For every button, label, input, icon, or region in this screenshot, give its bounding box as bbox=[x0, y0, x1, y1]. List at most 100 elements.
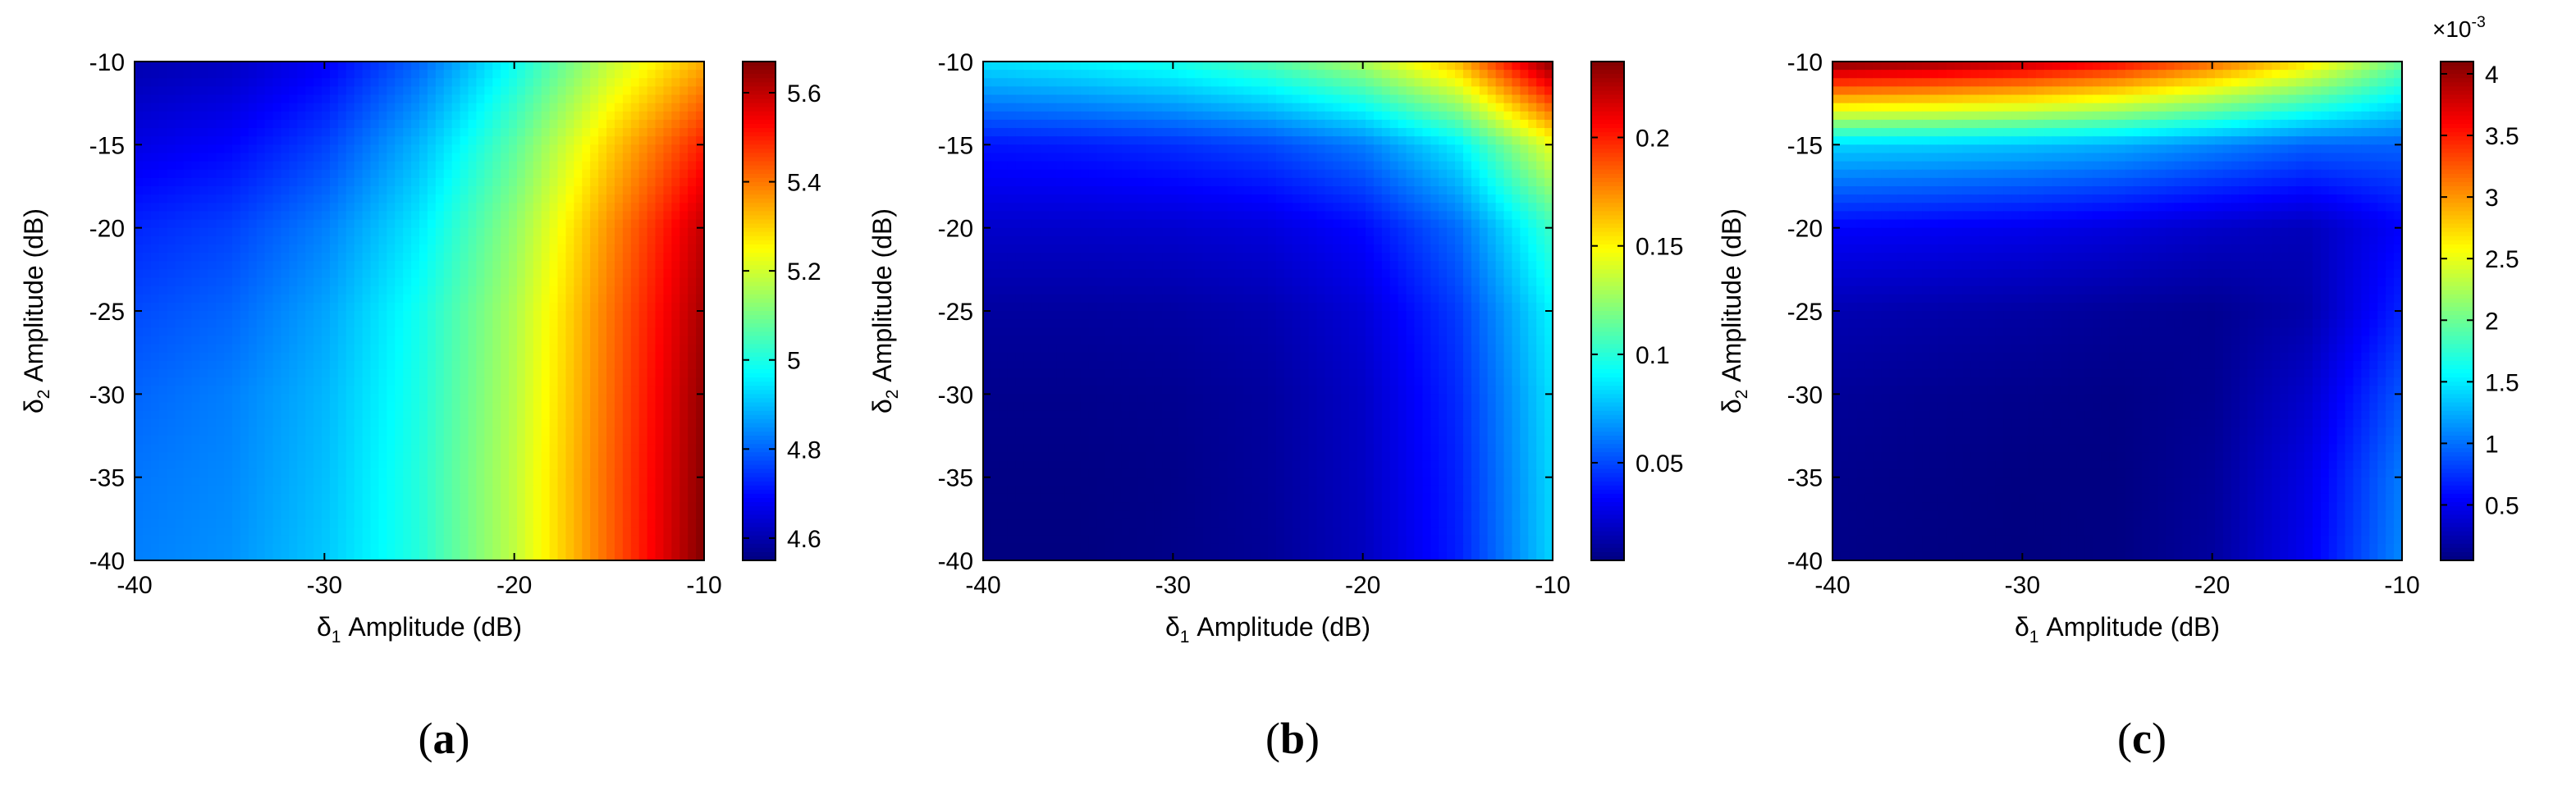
heatmap-cell bbox=[329, 78, 339, 87]
heatmap-cell bbox=[142, 62, 152, 71]
heatmap-cell bbox=[1048, 86, 1057, 96]
heatmap-cell bbox=[167, 128, 176, 137]
heatmap-cell bbox=[630, 410, 640, 420]
heatmap-cell bbox=[248, 177, 258, 187]
heatmap-cell bbox=[663, 186, 672, 195]
heatmap-cell bbox=[264, 286, 274, 295]
heatmap-cell bbox=[175, 444, 185, 453]
heatmap-cell bbox=[1056, 111, 1065, 121]
heatmap-cell bbox=[240, 194, 249, 203]
heatmap-cell bbox=[549, 336, 559, 345]
heatmap-cell bbox=[533, 402, 542, 412]
heatmap-cell bbox=[509, 510, 518, 519]
heatmap-cell bbox=[1235, 62, 1244, 71]
heatmap-cell bbox=[1528, 119, 1537, 129]
heatmap-cell bbox=[598, 493, 607, 503]
heatmap-cell bbox=[679, 460, 689, 470]
heatmap-cell bbox=[199, 360, 208, 370]
heatmap-cell bbox=[435, 327, 445, 336]
heatmap-cell bbox=[281, 277, 290, 287]
heatmap-cell bbox=[345, 78, 355, 87]
heatmap-cell bbox=[150, 543, 160, 553]
heatmap-cell bbox=[411, 144, 420, 154]
heatmap-cell bbox=[983, 94, 992, 104]
heatmap-cell bbox=[630, 377, 640, 386]
heatmap-cell bbox=[557, 543, 567, 553]
heatmap-cell bbox=[663, 543, 672, 553]
heatmap-cell bbox=[216, 261, 225, 270]
heatmap-cell bbox=[419, 219, 428, 229]
heatmap-cell bbox=[411, 86, 420, 96]
heatmap-cell bbox=[622, 194, 632, 203]
heatmap-cell bbox=[549, 62, 559, 71]
heatmap-cell bbox=[443, 86, 453, 96]
heatmap-cell bbox=[1235, 86, 1244, 96]
heatmap-cell bbox=[614, 128, 624, 137]
heatmap-cell bbox=[337, 277, 347, 287]
heatmap-cell bbox=[435, 111, 445, 121]
heatmap-cell bbox=[443, 493, 453, 503]
heatmap-cell bbox=[1349, 103, 1358, 112]
heatmap-cell bbox=[378, 551, 387, 561]
heatmap-cell bbox=[395, 418, 404, 428]
heatmap-cell bbox=[150, 203, 160, 212]
heatmap-cell bbox=[1479, 62, 1489, 71]
heatmap-cell bbox=[1162, 128, 1171, 137]
heatmap-cell bbox=[516, 336, 526, 345]
heatmap-cell bbox=[679, 302, 689, 312]
heatmap-cell bbox=[991, 78, 1000, 87]
heatmap-cell bbox=[281, 261, 290, 270]
heatmap-cell bbox=[476, 244, 485, 254]
heatmap-cell bbox=[484, 535, 493, 545]
heatmap-cell bbox=[484, 336, 493, 345]
heatmap-cell bbox=[224, 510, 233, 519]
heatmap-cell bbox=[224, 502, 233, 511]
heatmap-cell bbox=[1121, 128, 1131, 137]
heatmap-cell bbox=[647, 444, 657, 453]
heatmap-cell bbox=[1194, 103, 1204, 112]
heatmap-cell bbox=[354, 402, 364, 412]
heatmap-cell bbox=[638, 386, 648, 395]
heatmap-cell bbox=[435, 477, 445, 487]
heatmap-cell bbox=[216, 144, 225, 154]
heatmap-cell bbox=[395, 219, 404, 229]
heatmap-cell bbox=[395, 394, 404, 404]
heatmap-cell bbox=[565, 161, 574, 171]
heatmap-cell bbox=[216, 70, 225, 79]
heatmap-cell bbox=[354, 219, 364, 229]
heatmap-cell bbox=[1210, 78, 1220, 87]
heatmap-cell bbox=[1283, 94, 1293, 104]
heatmap-cell bbox=[476, 460, 485, 470]
heatmap-cell bbox=[501, 286, 510, 295]
heatmap-cell bbox=[281, 543, 290, 553]
heatmap-cell bbox=[435, 294, 445, 304]
heatmap-cell bbox=[484, 78, 493, 87]
heatmap-cell bbox=[1202, 70, 1212, 79]
heatmap-cell bbox=[297, 103, 306, 112]
heatmap-cell bbox=[167, 352, 176, 362]
heatmap-cell bbox=[647, 136, 657, 145]
heatmap-cell bbox=[468, 327, 477, 336]
heatmap-cell bbox=[345, 368, 355, 378]
heatmap-cell bbox=[541, 519, 551, 528]
heatmap-cell bbox=[1357, 111, 1366, 121]
heatmap-cell bbox=[1268, 78, 1277, 87]
colorbar-band bbox=[743, 464, 776, 470]
colorbar-tick-label: 5.2 bbox=[787, 258, 821, 286]
heatmap-cell bbox=[387, 235, 396, 245]
heatmap-cell bbox=[231, 444, 241, 453]
heatmap-cell bbox=[370, 136, 380, 145]
heatmap-cell bbox=[1170, 103, 1179, 112]
heatmap-cell bbox=[337, 103, 347, 112]
heatmap-cell bbox=[533, 153, 542, 162]
heatmap-cell bbox=[158, 194, 168, 203]
heatmap-cell bbox=[460, 327, 469, 336]
heatmap-cell bbox=[387, 186, 396, 195]
heatmap-cell bbox=[574, 319, 583, 328]
heatmap-cell bbox=[167, 493, 176, 503]
heatmap-cell bbox=[443, 444, 453, 453]
heatmap-cell bbox=[135, 436, 144, 445]
heatmap-cell bbox=[313, 294, 323, 304]
heatmap-cell bbox=[354, 386, 364, 395]
heatmap-cell bbox=[1308, 103, 1318, 112]
